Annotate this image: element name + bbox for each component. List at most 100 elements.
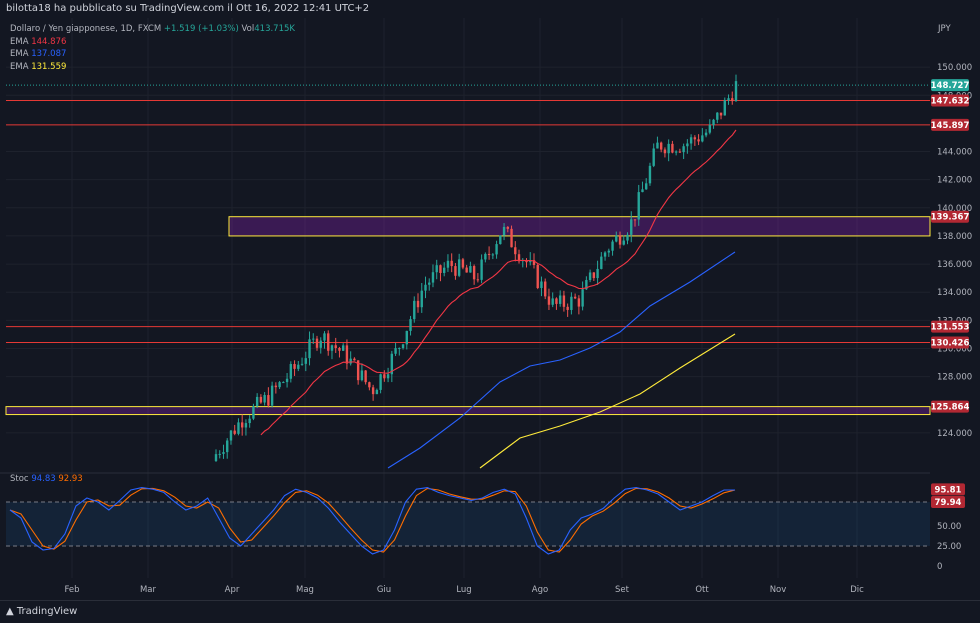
month-label: Nov xyxy=(770,585,787,595)
candle-body xyxy=(323,333,326,341)
ema-line-slow xyxy=(479,333,736,469)
candle-body xyxy=(615,235,618,242)
candle-body xyxy=(645,183,648,190)
stoch-legend: Stoc 94.83 92.93 xyxy=(10,474,83,484)
candle-body xyxy=(600,256,603,269)
horizontal-levels xyxy=(6,84,930,343)
stoch-d-value: 92.93 xyxy=(58,474,83,484)
candle-body xyxy=(555,298,558,304)
ema-label-1: EMA xyxy=(10,36,29,47)
candle-body xyxy=(240,422,244,428)
candle-body xyxy=(443,267,446,273)
candle-body xyxy=(570,296,573,310)
footer-bar: ▲ TradingView xyxy=(0,600,980,623)
candle-body xyxy=(547,296,551,305)
candle-body xyxy=(581,289,584,307)
month-label: Apr xyxy=(225,585,240,595)
candle-body xyxy=(701,135,704,142)
candle-body xyxy=(446,260,450,268)
candle-body xyxy=(263,395,266,403)
candle-body xyxy=(233,430,236,434)
candle-body xyxy=(491,254,495,256)
price-tag-label: 125.864 xyxy=(931,403,970,413)
candle-body xyxy=(630,219,633,235)
candle-body xyxy=(371,387,375,395)
month-label: Lug xyxy=(456,585,471,595)
price-tag xyxy=(931,118,969,131)
candle-body xyxy=(476,279,480,281)
brand-label: TradingView xyxy=(16,606,78,617)
candle-body xyxy=(214,454,218,461)
candles xyxy=(214,74,738,462)
price-tick-label: 144.000 xyxy=(937,148,972,158)
price-axis: Feb Mar Apr Mag Giu Lug Ago Set Ott Nov Dic 150.000… xyxy=(64,24,972,595)
candle-body xyxy=(375,389,379,395)
stoch-k-value: 94.83 xyxy=(31,474,56,484)
candle-body xyxy=(401,344,405,349)
candle-body xyxy=(356,360,360,381)
price-tag-label: 139.367 xyxy=(931,213,970,223)
candle-body xyxy=(596,268,599,279)
candle-body xyxy=(495,244,498,255)
candle-body xyxy=(704,132,708,136)
candle-body xyxy=(405,330,408,345)
candle-body xyxy=(562,295,566,307)
candle-body xyxy=(248,418,251,424)
candle-body xyxy=(285,378,289,383)
candle-body xyxy=(270,385,274,406)
vol-label: Vol xyxy=(241,24,255,34)
candle-body xyxy=(341,345,345,351)
candle-body xyxy=(218,453,221,455)
price-tick-label: 124.000 xyxy=(937,429,972,439)
candle-body xyxy=(383,374,386,379)
candle-body xyxy=(278,382,281,388)
candle-body xyxy=(506,226,509,229)
candle-body xyxy=(237,422,240,434)
price-tag-label: 147.632 xyxy=(931,96,970,106)
candle-body xyxy=(465,267,468,273)
candle-body xyxy=(398,348,401,350)
candle-body xyxy=(727,98,730,101)
candle-body xyxy=(416,300,420,308)
candle-body xyxy=(487,253,491,255)
candle-body xyxy=(566,306,569,310)
candle-body xyxy=(431,272,435,283)
candle-body xyxy=(428,282,431,285)
candle-body xyxy=(708,125,712,133)
price-tick-label: 134.000 xyxy=(937,288,972,298)
candle-body xyxy=(674,151,678,153)
candle-body xyxy=(641,189,644,193)
candle-body xyxy=(540,281,543,288)
month-label: Ago xyxy=(532,585,548,595)
candle-body xyxy=(577,298,581,307)
candle-body xyxy=(686,143,689,147)
candle-body xyxy=(319,340,322,348)
candle-body xyxy=(282,382,285,384)
candle-body xyxy=(360,370,364,381)
candle-body xyxy=(502,226,506,236)
candle-body xyxy=(312,338,315,340)
price-chart[interactable]: Feb Mar Apr Mag Giu Lug Ago Set Ott Nov Dic 150.000… xyxy=(0,0,980,600)
candle-body xyxy=(259,396,263,403)
stoch-d-line xyxy=(9,487,736,553)
candle-body xyxy=(469,266,472,273)
candle-body xyxy=(386,374,390,379)
candle-body xyxy=(413,300,416,320)
candle-body xyxy=(671,143,674,153)
candle-body xyxy=(682,146,685,153)
candle-body xyxy=(637,192,640,220)
candle-body xyxy=(592,272,596,279)
candle-body xyxy=(390,353,394,375)
candle-body xyxy=(611,241,614,251)
candle-body xyxy=(585,280,588,290)
ema-lines xyxy=(260,129,737,469)
candle-body xyxy=(409,319,412,331)
candle-body xyxy=(607,250,611,253)
candle-body xyxy=(255,396,259,407)
month-label: Dic xyxy=(850,585,864,595)
price-tag-label: 131.553 xyxy=(931,323,970,333)
month-label: Set xyxy=(615,585,630,595)
candle-body xyxy=(652,148,655,166)
candle-body xyxy=(364,370,367,383)
candle-body xyxy=(244,423,248,428)
